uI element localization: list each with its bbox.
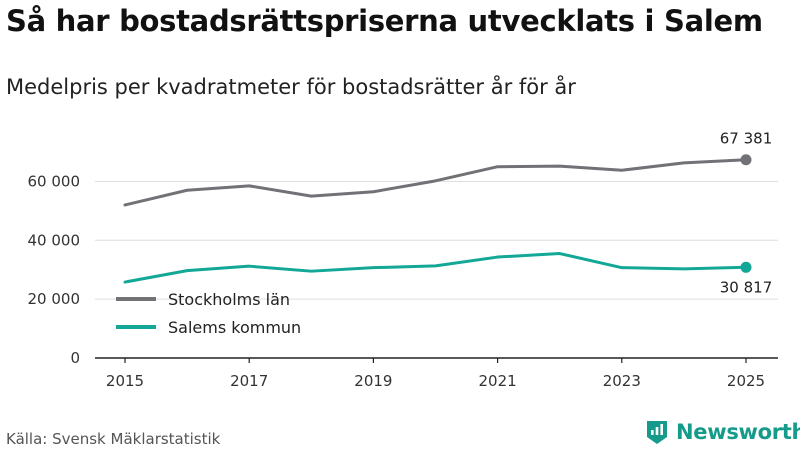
legend-label: Stockholms län <box>168 290 290 309</box>
series-end-point <box>740 154 752 166</box>
y-tick-label: 0 <box>70 349 80 367</box>
x-tick-label: 2023 <box>603 372 641 390</box>
newsworthy-logo-icon <box>647 421 667 444</box>
legend-label: Salems kommun <box>168 318 301 337</box>
end-value-label: 67 381 <box>720 130 773 148</box>
x-tick-label: 2021 <box>479 372 517 390</box>
y-tick-label: 60 000 <box>28 172 81 190</box>
x-tick-label: 2019 <box>354 372 392 390</box>
source-note: Källa: Svensk Mäklarstatistik <box>6 430 221 448</box>
series-end-point <box>740 261 752 273</box>
chart-title: Så har bostadsrättspriserna utvecklats i… <box>6 4 763 38</box>
x-tick-label: 2025 <box>727 372 765 390</box>
y-tick-label: 20 000 <box>28 290 81 308</box>
series-line-salem <box>123 252 748 284</box>
end-value-label: 30 817 <box>720 278 773 296</box>
x-tick-label: 2015 <box>106 372 144 390</box>
y-tick-label: 40 000 <box>28 231 81 249</box>
newsworthy-logo: Newsworthy <box>644 419 800 445</box>
x-tick-label: 2017 <box>230 372 268 390</box>
chart-subtitle: Medelpris per kvadratmeter för bostadsrä… <box>6 75 576 99</box>
series-line-stockholm <box>123 158 748 207</box>
brand-name: Newsworthy <box>676 420 800 444</box>
